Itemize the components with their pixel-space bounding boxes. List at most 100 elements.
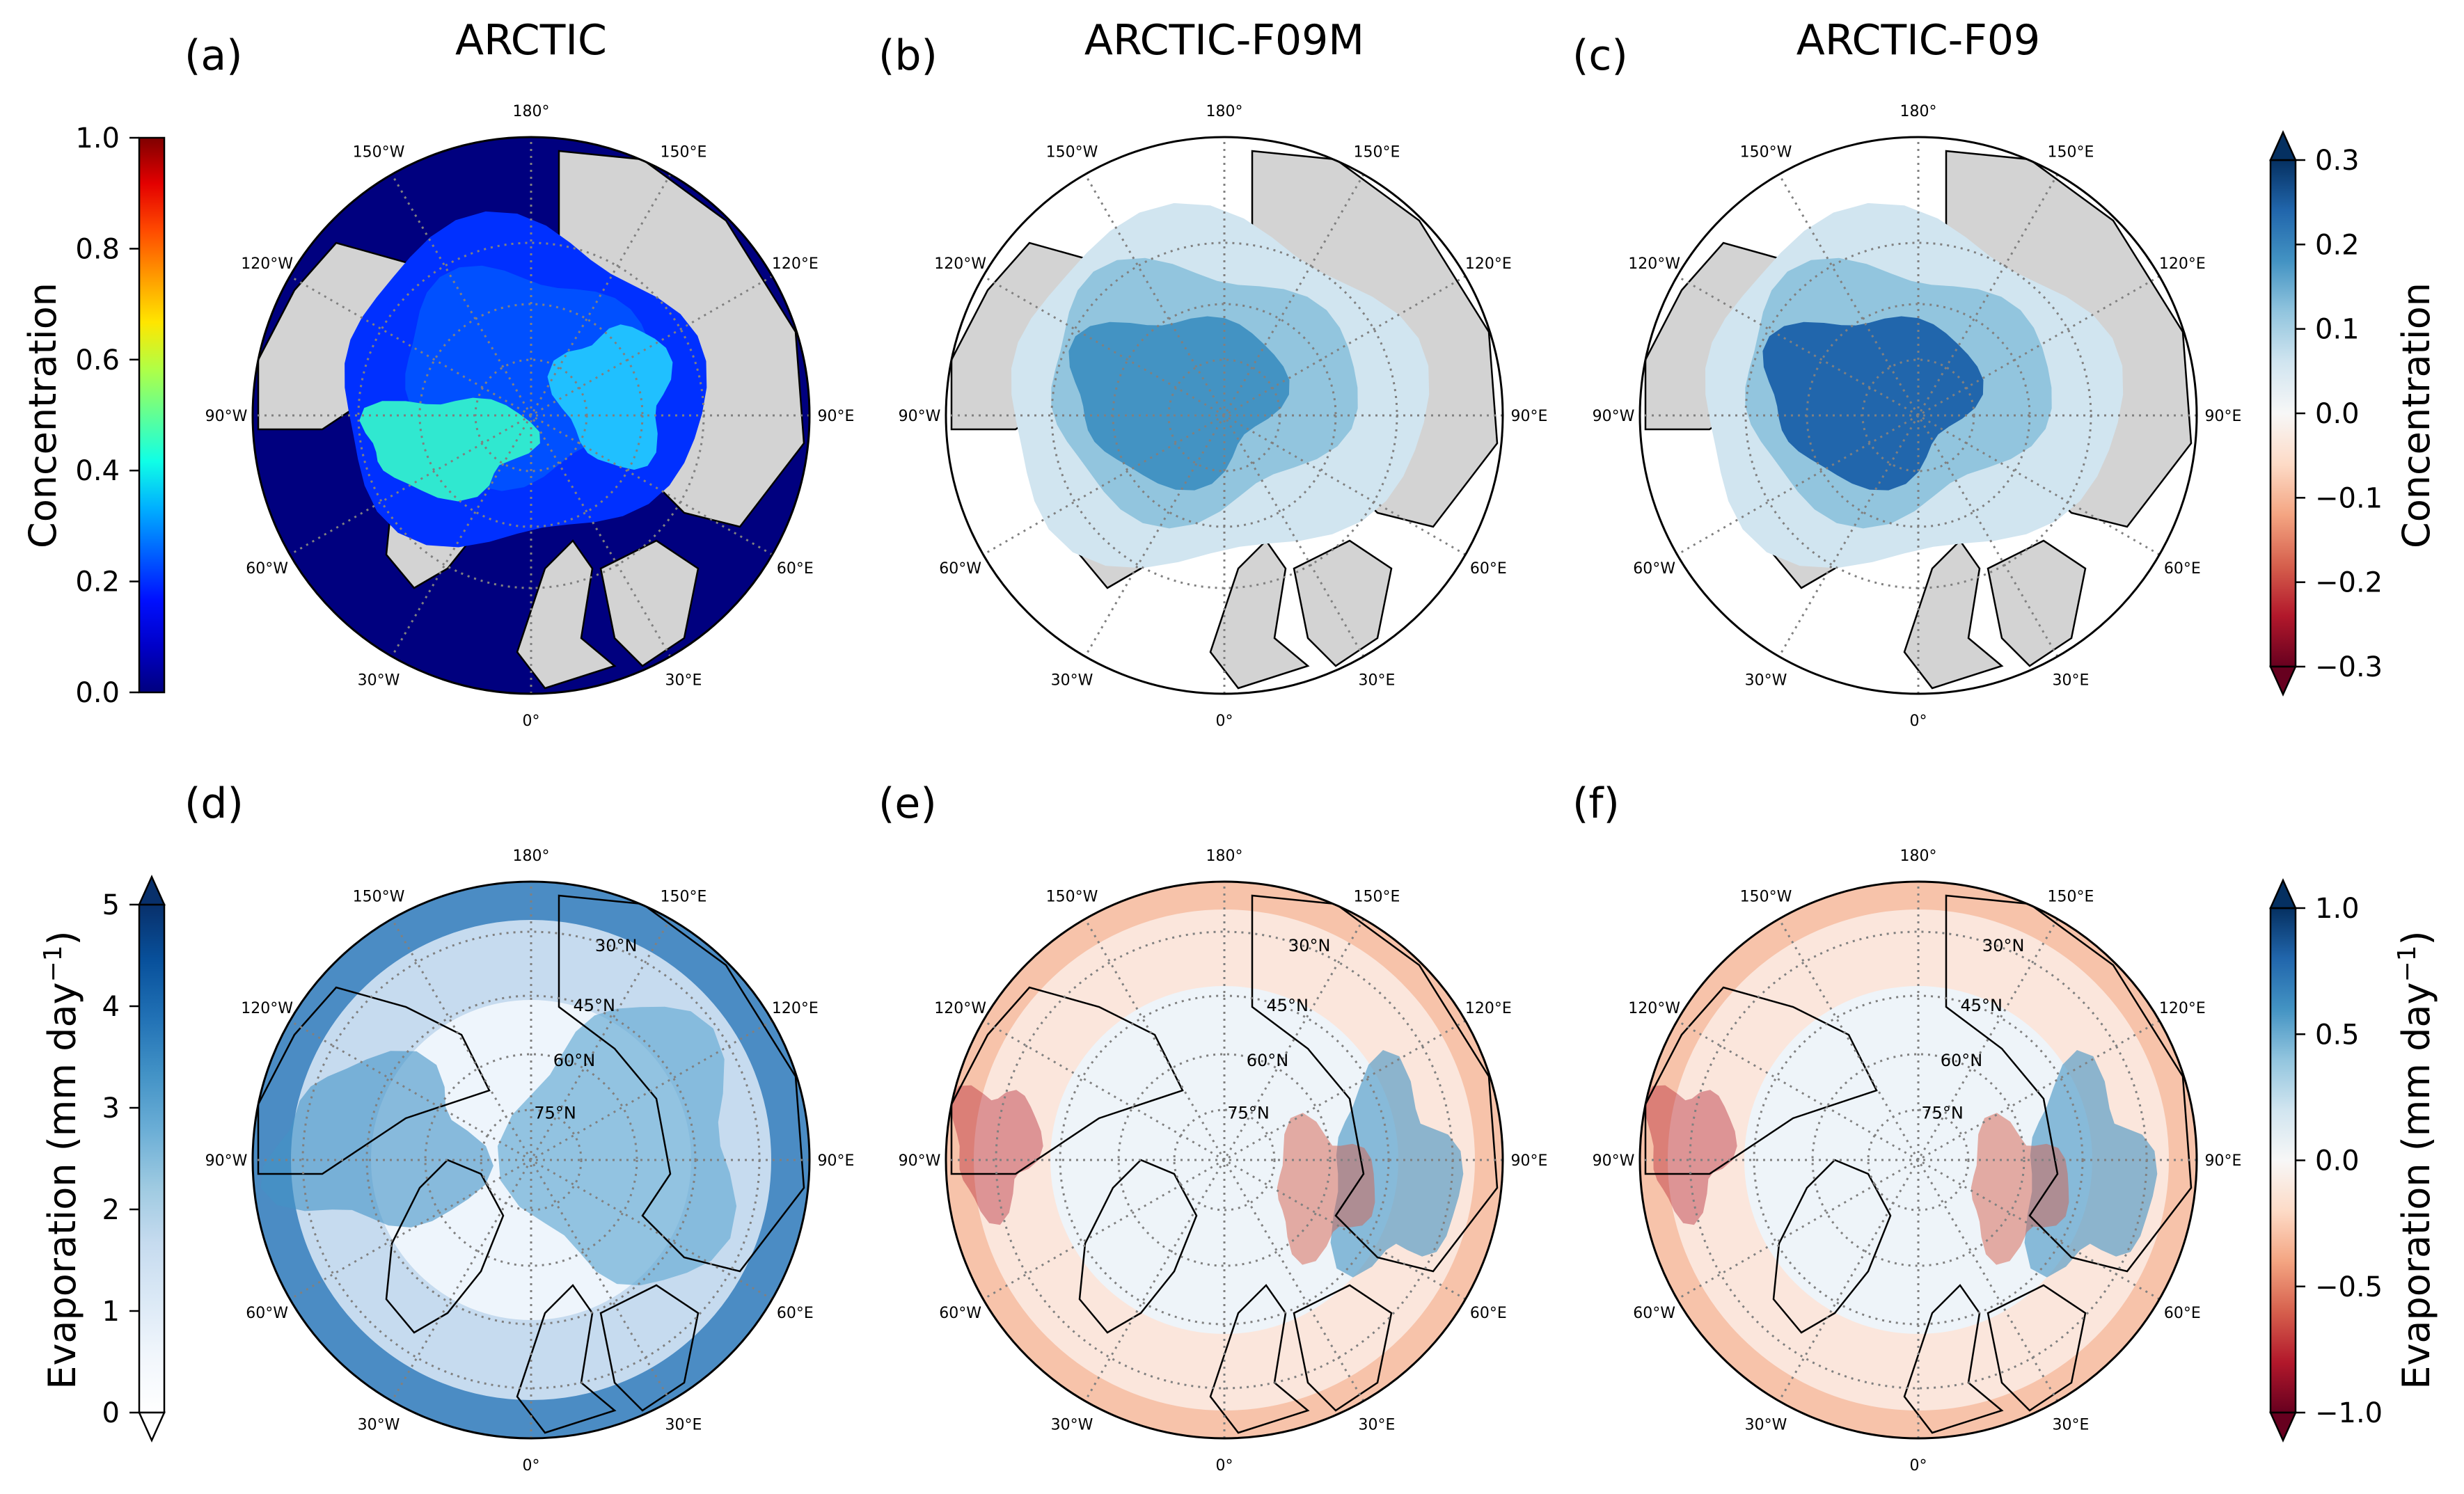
map-boundary (251, 880, 811, 1440)
colorbar-tick: 0.8 (75, 233, 120, 265)
lon-label: 90°W (205, 408, 248, 425)
lon-label: 60°W (246, 1305, 288, 1322)
lon-label: 0° (1910, 713, 1927, 730)
lon-label: 120°E (1465, 1000, 1512, 1017)
panel-title: ARCTIC-F09M (1084, 16, 1364, 65)
lon-label: 120°E (772, 255, 819, 273)
coastline-canada (950, 986, 1184, 1175)
lon-label: 90°W (1593, 1152, 1635, 1170)
coastline-greenland (1772, 1159, 1892, 1334)
lon-label: 150°W (1046, 889, 1098, 906)
lon-label: 120°E (2159, 1000, 2206, 1017)
map-boundary (945, 880, 1504, 1440)
extend-min (2269, 1411, 2297, 1443)
colorbar-tick: 0.1 (2315, 314, 2360, 346)
map-c (1640, 137, 2197, 694)
coastline-europe (599, 1284, 700, 1412)
extend-max (138, 874, 166, 906)
extend-min (2269, 665, 2297, 697)
colorbar-tick: 0.6 (75, 344, 120, 376)
lon-label: 30°W (358, 1416, 400, 1433)
lon-label: 180° (1206, 103, 1243, 120)
colorbar-tick: 0.0 (2315, 1145, 2360, 1177)
lon-label: 60°W (939, 1305, 981, 1322)
lon-label: 30°E (665, 671, 702, 689)
lon-label: 120°W (934, 255, 986, 273)
colorbar-tick: −0.5 (2315, 1271, 2383, 1303)
coastline-greenland (1078, 1159, 1198, 1334)
lon-label: 60°W (1633, 560, 1675, 578)
land-europe (599, 539, 700, 667)
land-evap-west (260, 1051, 493, 1227)
coastline-europe (1293, 1284, 1393, 1412)
lon-label: 0° (1910, 1457, 1927, 1475)
colorbar-tick: 0.2 (75, 566, 120, 598)
colorbar-cb-evap-abs: 5 4 3 2 1 0 Evaporation (mm day−1) (39, 874, 166, 1443)
colorbar-tick: −0.1 (2315, 482, 2383, 514)
colorbar-tick: −0.2 (2315, 567, 2383, 599)
graticule (1640, 882, 2197, 1438)
land-europe (1293, 539, 1393, 667)
lon-label: 60°E (777, 1305, 814, 1322)
coastline-canada (257, 986, 491, 1175)
lon-label: 60°W (939, 560, 981, 578)
map-boundary (1638, 880, 2198, 1440)
map-boundary (1638, 136, 2198, 695)
colorbar-tick: 1.0 (75, 122, 120, 154)
colorbar-cb-conc-abs: 1.0 0.8 0.6 0.4 0.2 0.0 Concentration (21, 122, 166, 709)
lon-label: 0° (1216, 713, 1233, 730)
lon-label: 150°E (2048, 889, 2094, 906)
panel-d: 180° 150°E 120°E 90°E 60°E 30°E 0° 30°W 60°W 90°W… (184, 779, 854, 1475)
colorbar-cb-evap-diff: 1.0 0.5 0.0 −0.5 −1.0 Evaporation (mm day−1) (2269, 877, 2438, 1443)
lon-label: 60°E (2164, 560, 2201, 578)
lon-label: 30°W (1051, 671, 1093, 689)
lon-label: 30°E (2053, 671, 2090, 689)
lon-label: 150°E (661, 889, 707, 906)
lat-label: 60°N (1247, 1051, 1289, 1070)
coastline-scand (516, 1284, 617, 1434)
colorbar-tick: −0.3 (2315, 651, 2383, 683)
west-anomaly (1645, 1085, 1737, 1225)
lon-label: 90°E (818, 1152, 855, 1170)
lon-label: 90°E (2205, 408, 2242, 425)
colorbar-tick: 1 (102, 1296, 120, 1328)
lon-label: 90°E (1511, 1152, 1548, 1170)
lon-label: 30°E (2053, 1416, 2090, 1433)
lon-label: 120°W (1628, 255, 1680, 273)
colorbar-label: Concentration (21, 283, 65, 548)
lon-label: 180° (1206, 848, 1243, 865)
ice-edge-high (547, 324, 673, 470)
coastline-europe (1987, 1284, 2087, 1412)
graticule (253, 882, 810, 1438)
lat-label: 30°N (1288, 936, 1331, 955)
colorbar-tick: 2 (102, 1194, 120, 1226)
panel-label: (b) (878, 31, 938, 80)
lon-label: 150°W (1740, 144, 1792, 161)
lon-label: 90°E (1511, 408, 1548, 425)
colorbar-body (138, 136, 166, 694)
lon-label: 30°W (1051, 1416, 1093, 1433)
graticule (946, 882, 1503, 1438)
lon-label: 30°W (1745, 1416, 1787, 1433)
lon-label: 150°W (1046, 144, 1098, 161)
lon-label: 90°E (2205, 1152, 2242, 1170)
colorbar-tick: 0.2 (2315, 229, 2360, 261)
map-boundary (251, 136, 811, 695)
lat-label: 75°N (1921, 1103, 1964, 1122)
colorbar-tick: 0.5 (2315, 1019, 2360, 1051)
lon-label: 30°E (1359, 671, 1396, 689)
panel-title: ARCTIC-F09 (1796, 16, 2040, 65)
extend-min (138, 1411, 166, 1443)
colorbar-tick: 0.4 (75, 455, 120, 487)
lon-label: 0° (523, 713, 540, 730)
ice-edge-low (359, 397, 540, 502)
lon-label: 60°E (1470, 560, 1507, 578)
map-a (253, 137, 810, 694)
lon-label: 150°E (661, 144, 707, 161)
lat-label: 45°N (1960, 996, 2003, 1015)
panel-label: (d) (184, 779, 244, 828)
colorbar-label: Concentration (2394, 283, 2438, 548)
colorbar-body (138, 903, 166, 1414)
lon-label: 30°W (358, 671, 400, 689)
lon-label: 60°W (246, 560, 288, 578)
